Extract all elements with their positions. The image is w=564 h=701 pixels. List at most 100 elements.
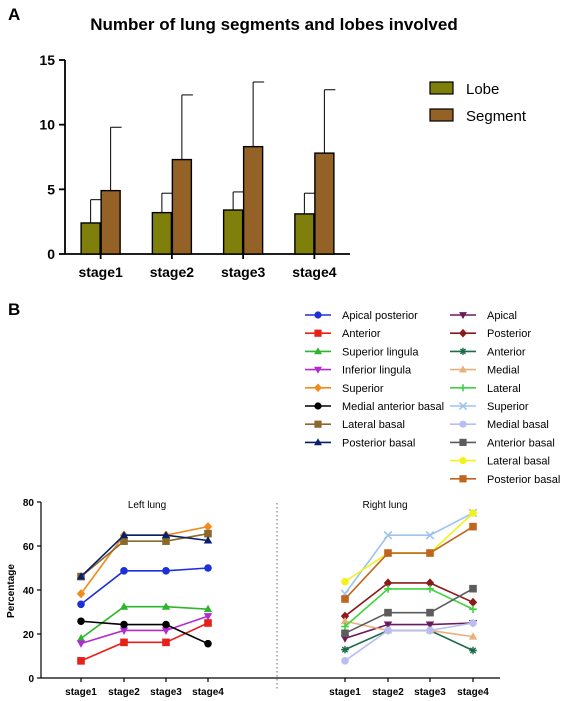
legend-label: Anterior: [487, 346, 526, 358]
right-lung-title: Right lung: [362, 500, 407, 511]
data-point: [120, 537, 128, 545]
legend-marker: [459, 457, 467, 465]
data-point: [425, 621, 435, 629]
bar-x-tick-label: stage1: [78, 264, 123, 280]
data-point: [340, 611, 350, 621]
bar: [222, 209, 244, 255]
data-point: [469, 646, 477, 655]
legend-label: Superior: [342, 383, 384, 395]
data-point: [468, 597, 478, 607]
line-x-tick-label: stage2: [108, 687, 140, 698]
legend-label: Medial: [487, 365, 519, 377]
legend-marker: [458, 401, 468, 411]
legend-label: Lateral: [487, 383, 521, 395]
series-line: [344, 622, 474, 640]
panel-b-label: B: [8, 300, 20, 319]
legend-label: Superior: [487, 401, 529, 413]
data-point: [383, 621, 393, 629]
data-point: [469, 619, 477, 627]
legend-label: Lobe: [466, 81, 499, 98]
line-x-tick-label: stage4: [192, 687, 224, 698]
data-point: [384, 626, 392, 635]
legend-marker: [314, 383, 322, 393]
bar-chart-marks: [80, 81, 336, 255]
legend-label: Posterior basal: [487, 474, 560, 486]
data-point: [161, 602, 171, 610]
line-y-tick-label: 20: [23, 630, 35, 641]
legend-marker: [314, 347, 322, 355]
series-line: [344, 512, 474, 595]
data-point: [426, 608, 434, 617]
data-point: [468, 632, 478, 640]
data-point: [203, 522, 213, 532]
series-line: [80, 534, 209, 578]
data-point: [162, 638, 170, 647]
data-point: [384, 549, 392, 557]
left-lung-title: Left lung: [128, 500, 166, 511]
bar: [80, 222, 101, 255]
line-x-tick-label: stage1: [329, 687, 361, 698]
legend-marker: [459, 365, 467, 373]
data-point: [384, 608, 392, 617]
data-point: [426, 549, 434, 557]
legend-label: Lateral basal: [487, 456, 550, 468]
series-line: [344, 622, 474, 662]
series-line: [344, 525, 474, 600]
series-line: [80, 567, 209, 605]
line-chart-axes: 0 20 40 60 80 stage1 stage2 stage3 stage4 stage1 s…: [23, 498, 500, 698]
legend-marker: [314, 420, 322, 428]
data-point: [204, 639, 212, 648]
data-point: [119, 530, 129, 539]
legend-marker: [314, 311, 322, 319]
data-point: [341, 645, 349, 654]
data-point: [120, 567, 128, 575]
legend-marker: [459, 347, 467, 355]
legend-marker: [459, 328, 467, 338]
data-point: [340, 616, 350, 625]
data-point: [77, 600, 85, 609]
legend-marker: [459, 312, 467, 320]
data-point: [76, 640, 86, 648]
series-line: [344, 587, 474, 635]
data-point: [76, 589, 86, 599]
data-point: [162, 567, 170, 575]
data-point: [469, 509, 477, 517]
line-chart: Apical posterior Anterior Superior lingula…: [6, 310, 560, 698]
legend-marker: [459, 438, 467, 446]
data-point: [76, 572, 86, 580]
legend-marker: [459, 384, 467, 392]
data-point: [469, 522, 477, 531]
bar-chart: Number of lung segments and lobes involv…: [39, 15, 526, 280]
legend-marker: [459, 420, 467, 428]
legend-label: Posterior: [487, 328, 531, 340]
legend-marker: [459, 475, 467, 483]
bar: [171, 158, 193, 255]
data-point: [162, 620, 170, 629]
data-point: [341, 629, 349, 638]
data-point: [161, 530, 171, 539]
series-line: [80, 622, 209, 662]
data-point: [119, 602, 129, 610]
data-point: [341, 622, 349, 631]
line-x-tick-label: stage3: [414, 687, 446, 698]
data-point: [76, 634, 86, 642]
bar-x-tick-label: stage4: [292, 264, 337, 280]
line-y-tick-label: 80: [23, 498, 35, 509]
data-point: [204, 619, 212, 627]
line-x-tick-label: stage2: [372, 687, 404, 698]
data-point: [120, 638, 128, 647]
bar-y-tick-label: 10: [39, 117, 55, 133]
legend-marker: [314, 366, 322, 374]
legend-label: Apical: [487, 310, 517, 322]
data-point: [77, 657, 85, 665]
panel-a-label: A: [8, 5, 20, 24]
bar: [314, 152, 335, 255]
legend-label: Superior lingula: [342, 346, 419, 358]
data-point: [340, 635, 350, 643]
line-y-tick-label: 40: [23, 586, 35, 597]
series-line: [80, 615, 209, 645]
data-point: [162, 537, 170, 545]
data-point: [203, 536, 213, 544]
data-point: [426, 585, 434, 593]
